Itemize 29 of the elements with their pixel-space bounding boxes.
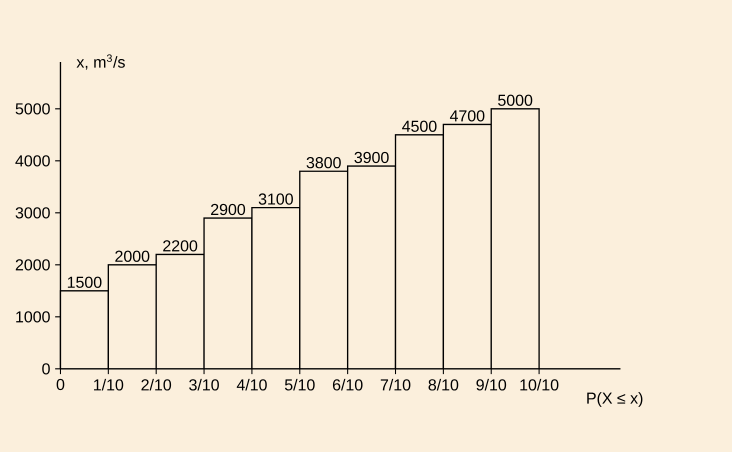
x-tick-label: 8/10 (428, 378, 458, 391)
x-axis-title: P(X ≤ x) (587, 392, 642, 407)
y-axis-title: x, m$^{3}$/s (76, 54, 125, 70)
x-tick-label: 3/10 (189, 378, 219, 391)
x-tick-label: 7/10 (380, 378, 410, 391)
x-tick-label: 6/10 (332, 378, 363, 391)
y-tick-label: 3000 (16, 207, 50, 218)
x-tick-label: 1/10 (94, 378, 124, 391)
data-label: 3800 (306, 157, 341, 168)
x-tick-label: 4/10 (236, 378, 267, 391)
data-label: 2000 (115, 250, 150, 262)
y-tick-label: 0 (42, 363, 50, 374)
x-tick-label: 5/10 (284, 378, 315, 391)
y-tick-label: 1000 (16, 311, 50, 322)
data-label: 3900 (354, 152, 389, 164)
data-label: 5000 (498, 94, 532, 106)
data-label: 4500 (402, 120, 437, 132)
y-tick-label: 2000 (16, 259, 50, 270)
data-label: 4700 (450, 110, 484, 122)
y-tick-label: 5000 (16, 103, 50, 114)
x-tick-label: 2/10 (141, 378, 172, 391)
data-label: 2900 (211, 204, 246, 216)
x-tick-label: 0 (56, 378, 64, 390)
data-label: 3100 (258, 193, 293, 205)
data-label: 1500 (68, 276, 102, 288)
x-tick-label: 9/10 (476, 378, 506, 391)
y-tick-label: 4000 (15, 155, 50, 166)
x-tick-label: 10/10 (520, 378, 558, 391)
data-label: 2200 (163, 240, 198, 252)
